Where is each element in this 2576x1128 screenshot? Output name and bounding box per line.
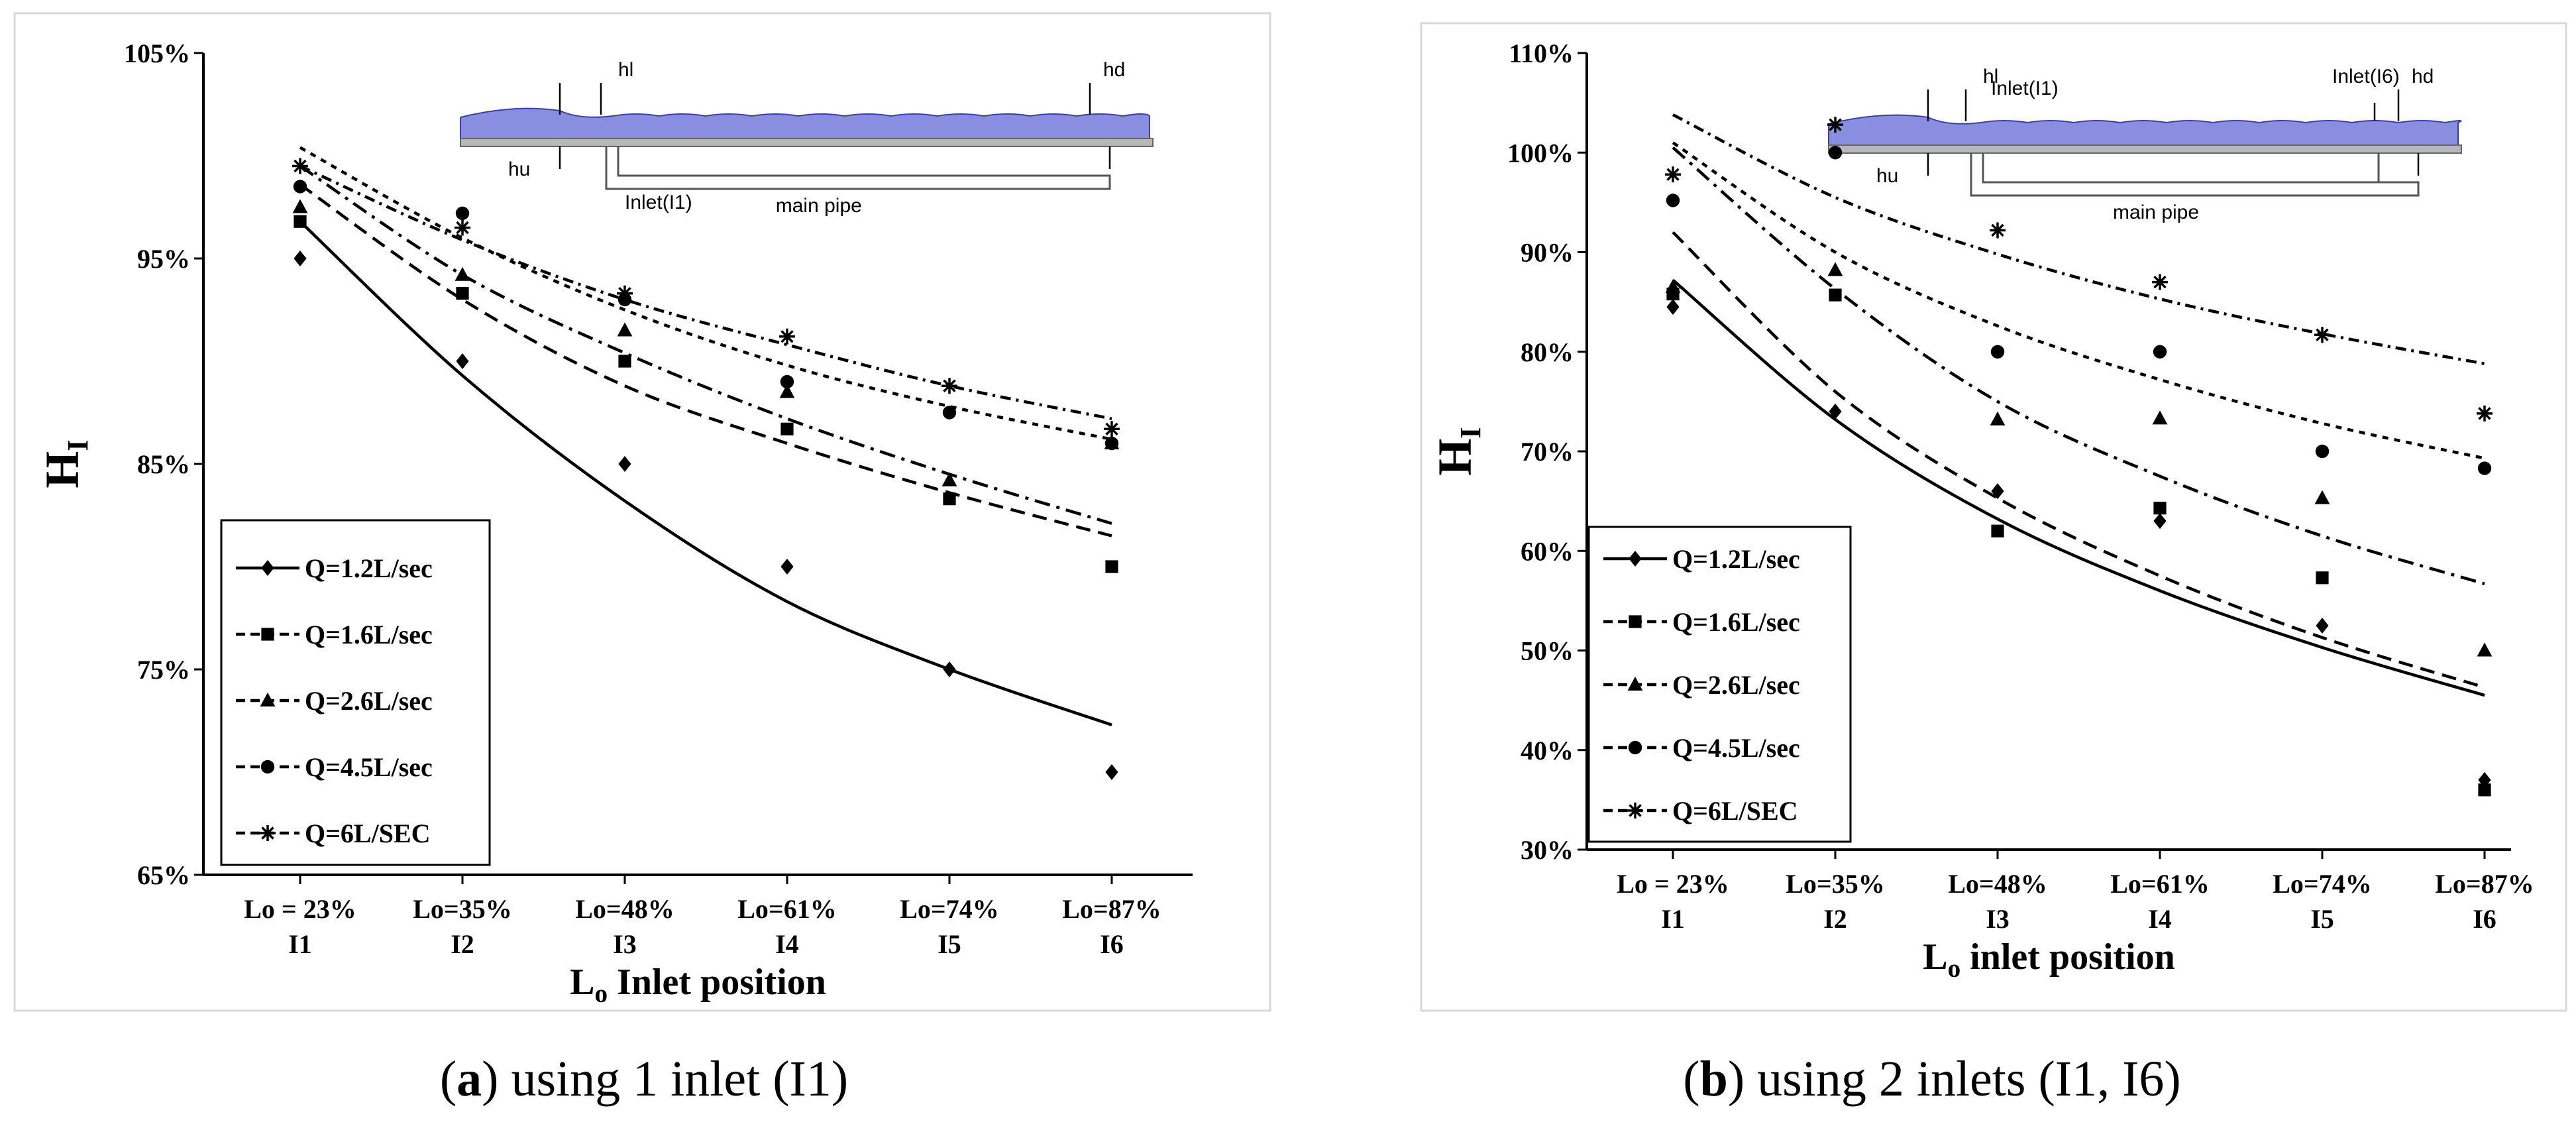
chart-a-series-4-point <box>1104 421 1120 437</box>
chart-a-series-0-trendline <box>299 220 1112 726</box>
chart-a-xtick-label: Lo=35% <box>413 894 511 924</box>
chart-a-inset-diagram: hl hd hu Inlet(I1) main pipe <box>460 59 1154 217</box>
chart-a-series-1-point <box>294 215 307 228</box>
chart-a-series-1-trendline <box>299 183 1112 537</box>
chart-a-label-inlet1: Inlet(I1) <box>625 192 692 213</box>
chart-a-xtick-label: Lo=87% <box>1062 894 1161 924</box>
chart-a-series-0-point <box>943 661 956 677</box>
chart-a-series-3-point <box>455 206 470 220</box>
caption-b-text: ) using 2 inlets (I1, I6) <box>1727 1051 2181 1107</box>
caption-a-text: ) using 1 inlet (I1) <box>482 1051 849 1107</box>
caption-a: (a) using 1 inlet (I1) <box>439 1051 849 1107</box>
chart-a-series-1-point <box>1105 560 1118 573</box>
chart-a-main-pipe <box>605 146 1111 190</box>
chart-a-series-3-point <box>780 374 794 389</box>
chart-a-series-4-point <box>455 219 470 236</box>
chart-a-legend-marker-4 <box>260 825 276 841</box>
chart-a-legend-label-0: Q=1.2L/sec <box>305 553 433 583</box>
chart-a-ylabel: HI <box>36 439 94 488</box>
chart-a-xtick-sublabel: I4 <box>775 929 799 959</box>
chart-a-xtick-label: Lo=48% <box>575 894 674 924</box>
chart-a-series-0-point <box>456 353 469 369</box>
chart-a-series-0-point <box>1105 764 1118 780</box>
chart-a-series-4-point <box>779 328 795 345</box>
chart-a-series-4-point <box>941 378 957 394</box>
chart-a-series-3-point <box>293 180 307 194</box>
chart-a-xtick-label: Lo = 23% <box>244 894 356 924</box>
caption-b: (b) using 2 inlets (I1, I6) <box>1683 1051 2181 1107</box>
chart-a-label-hu: hu <box>508 158 530 180</box>
chart-a-series-2-point <box>941 472 957 486</box>
chart-a-water <box>460 107 1150 139</box>
chart-a-xtick-sublabel: I1 <box>288 929 312 959</box>
chart-a-legend-label-2: Q=2.6L/sec <box>305 686 433 716</box>
chart-a-legend-marker-3 <box>260 760 275 774</box>
chart-a-legend-marker-1 <box>261 628 274 641</box>
chart-a-ytick-label: 65% <box>137 860 190 890</box>
chart-a-plot: 65% 75% 85% 95% 105% Lo = 23% I1 Lo=35% I2 Lo=48%… <box>36 38 1193 1008</box>
chart-a-legend-label-1: Q=1.6L/sec <box>305 620 433 649</box>
chart-a-series-2-point <box>292 199 308 213</box>
chart-a-series-1-point <box>780 422 794 435</box>
chart-a-series-2-point <box>617 322 633 337</box>
chart-a-legend-marker-0 <box>261 560 274 576</box>
chart-a-channel-bed <box>460 138 1154 147</box>
chart-a-ytick-label: 95% <box>137 244 190 274</box>
chart-a-xlabel: Lo Inlet position <box>570 962 826 1008</box>
caption-b-letter: b <box>1699 1051 1728 1107</box>
chart-a-series-1-point <box>943 492 956 506</box>
chart-a-label-hl: hl <box>618 59 633 81</box>
chart-a-series-2-point <box>455 266 470 281</box>
chart-a-xtick-sublabel: I6 <box>1100 929 1124 959</box>
chart-a-series-0-point <box>294 251 307 266</box>
chart-a-series-4-point <box>292 158 308 174</box>
chart-a-ytick-label: 105% <box>124 38 190 68</box>
chart-a-series-3-point <box>942 406 957 420</box>
chart-a-series-3-trendline <box>299 146 1112 441</box>
chart-a-legend-label-3: Q=4.5L/sec <box>305 752 433 782</box>
chart-a-series-3-point <box>1104 436 1119 451</box>
chart-a-xtick-label: Lo=61% <box>737 894 836 924</box>
chart-a-series-4-point <box>617 285 633 302</box>
chart-a-series-1-point <box>456 287 469 300</box>
chart-a-series-0-point <box>618 456 631 472</box>
chart-a-label-hd: hd <box>1103 59 1125 81</box>
chart-a-series-2-point <box>779 384 795 398</box>
chart-a-series-2-trendline <box>299 164 1112 526</box>
chart-a-xtick-label: Lo=74% <box>900 894 998 924</box>
chart-a-series-0-point <box>780 559 794 575</box>
chart-a-legend: Q=1.2L/sec Q=1.6L/sec Q=2.6L/sec Q=4.5L/sec… <box>220 519 491 866</box>
chart-a-series-1-point <box>618 355 631 368</box>
chart-a-legend-marker-2 <box>260 693 276 706</box>
chart-a-xtick-sublabel: I2 <box>451 929 474 959</box>
chart-a-xtick-sublabel: I3 <box>613 929 637 959</box>
chart-a-series-4-trendline <box>299 164 1112 421</box>
chart-a-ytick-label: 75% <box>137 655 190 685</box>
chart-a-legend-box <box>220 519 491 866</box>
chart-a-legend-label-4: Q=6L/SEC <box>305 818 431 848</box>
caption-a-letter: a <box>456 1051 482 1107</box>
chart-a-xtick-sublabel: I5 <box>938 929 961 959</box>
chart-a-label-main-pipe: main pipe <box>776 195 862 217</box>
chart-a-ytick-label: 85% <box>137 449 190 479</box>
